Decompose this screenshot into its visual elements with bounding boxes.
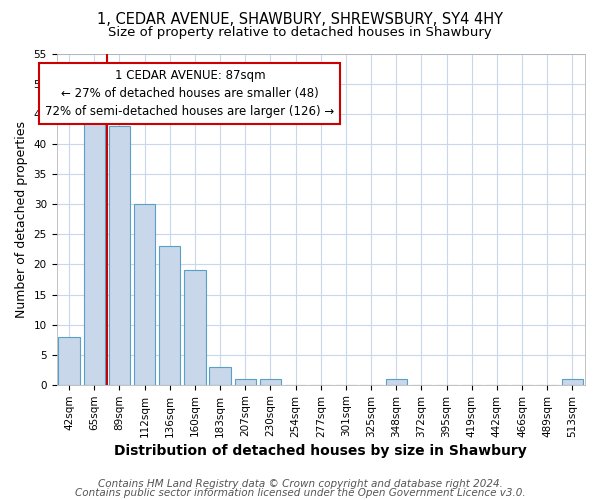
Bar	[58, 336, 80, 384]
Y-axis label: Number of detached properties: Number of detached properties	[15, 121, 28, 318]
Text: Contains public sector information licensed under the Open Government Licence v3: Contains public sector information licen…	[74, 488, 526, 498]
Bar	[386, 378, 407, 384]
Text: 1, CEDAR AVENUE, SHAWBURY, SHREWSBURY, SY4 4HY: 1, CEDAR AVENUE, SHAWBURY, SHREWSBURY, S…	[97, 12, 503, 28]
Bar	[209, 366, 231, 384]
Bar	[260, 378, 281, 384]
Text: 1 CEDAR AVENUE: 87sqm
← 27% of detached houses are smaller (48)
72% of semi-deta: 1 CEDAR AVENUE: 87sqm ← 27% of detached …	[45, 69, 335, 118]
Text: Size of property relative to detached houses in Shawbury: Size of property relative to detached ho…	[108, 26, 492, 39]
Bar	[134, 204, 155, 384]
Text: Contains HM Land Registry data © Crown copyright and database right 2024.: Contains HM Land Registry data © Crown c…	[98, 479, 502, 489]
Bar	[83, 114, 105, 384]
Bar	[184, 270, 206, 384]
X-axis label: Distribution of detached houses by size in Shawbury: Distribution of detached houses by size …	[115, 444, 527, 458]
Bar	[562, 378, 583, 384]
Bar	[159, 246, 181, 384]
Bar	[109, 126, 130, 384]
Bar	[235, 378, 256, 384]
